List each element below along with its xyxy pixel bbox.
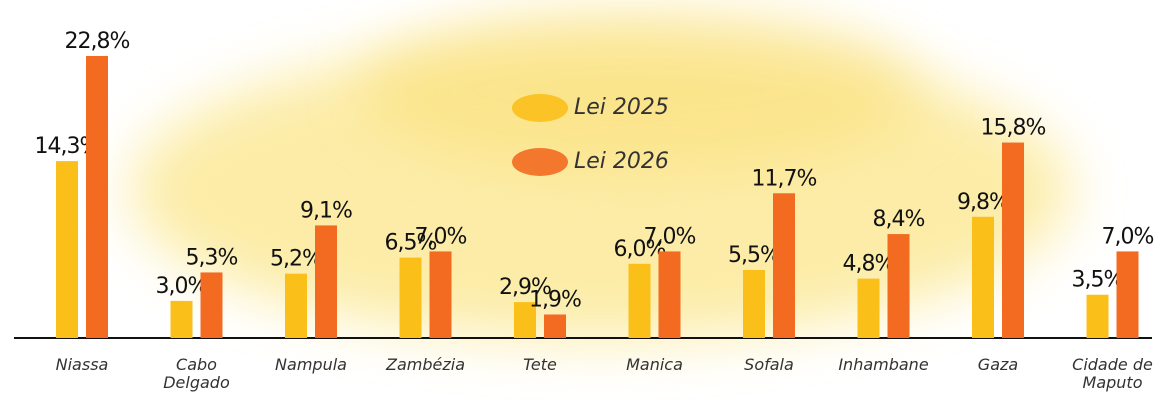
chart-canvas: 14,3%3,0%5,2%6,5%2,9%6,0%5,5%4,8%9,8%3,5…	[0, 0, 1166, 404]
legend-swatch	[512, 148, 568, 176]
value-label: 8,4%	[873, 207, 925, 232]
bar	[201, 272, 223, 338]
x-tick-label: Cabo Delgado	[149, 356, 245, 392]
value-label: 5,5%	[728, 243, 780, 268]
bar	[972, 217, 994, 338]
x-tick-label: Nampula	[263, 356, 359, 374]
value-label: 22,8%	[65, 29, 130, 54]
bar	[1087, 295, 1109, 338]
value-label: 7,0%	[644, 224, 696, 249]
bar	[888, 234, 910, 338]
bar	[285, 274, 307, 338]
value-label: 3,0%	[156, 274, 208, 299]
value-label: 9,1%	[300, 198, 352, 223]
bar	[1117, 251, 1139, 338]
bar	[629, 264, 651, 338]
bar	[56, 161, 78, 338]
value-label: 3,5%	[1072, 268, 1124, 293]
value-label: 7,0%	[1102, 224, 1154, 249]
value-label: 11,7%	[752, 166, 817, 191]
chart: 14,3%3,0%5,2%6,5%2,9%6,0%5,5%4,8%9,8%3,5…	[0, 0, 1166, 404]
value-label: 7,0%	[415, 224, 467, 249]
bar	[858, 279, 880, 338]
x-tick-label: Inhambane	[836, 356, 932, 374]
x-tick-label: Zambézia	[378, 356, 474, 374]
x-tick-label: Sofala	[721, 356, 817, 374]
bar	[743, 270, 765, 338]
legend-label: Lei 2025	[574, 95, 669, 120]
x-tick-label: Niassa	[34, 356, 130, 374]
value-label: 1,9%	[529, 287, 581, 312]
bar	[430, 251, 452, 338]
x-tick-label: Cidade de Maputo	[1065, 356, 1161, 392]
value-label: 9,8%	[957, 190, 1009, 215]
legend-label: Lei 2026	[574, 149, 669, 174]
bar	[400, 258, 422, 338]
legend-swatch	[512, 94, 568, 122]
bar	[315, 225, 337, 338]
x-tick-label: Gaza	[950, 356, 1046, 374]
x-tick-label: Tete	[492, 356, 588, 374]
value-label: 5,3%	[186, 245, 238, 270]
bar	[544, 314, 566, 338]
value-label: 4,8%	[843, 252, 895, 277]
bar	[1002, 143, 1024, 338]
bar	[773, 193, 795, 338]
bar	[659, 251, 681, 338]
value-label: 5,2%	[270, 247, 322, 272]
bar	[86, 56, 108, 338]
value-label: 15,8%	[981, 116, 1046, 141]
x-tick-label: Manica	[607, 356, 703, 374]
background-blob	[360, 10, 920, 170]
bar	[171, 301, 193, 338]
